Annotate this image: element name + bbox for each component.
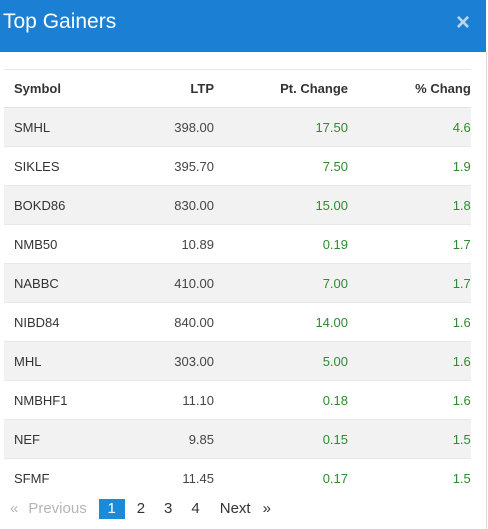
pagination: « Previous 1 2 3 4 Next » [10,498,271,520]
cell-pct-change: 1.78 [358,224,471,264]
cell-ltp: 9.85 [134,419,224,459]
cell-pct-change: 1.65 [358,380,471,420]
cell-pt-change: 5.00 [224,341,358,381]
cell-symbol: NMB50 [4,224,134,264]
cell-pct-change: 1.69 [358,302,471,342]
cell-pct-change: 1.55 [358,419,471,459]
cell-symbol: SMHL [4,107,134,147]
modal-header: Top Gainers × [0,0,486,52]
cell-ltp: 10.89 [134,224,224,264]
gainers-table-container: Symbol LTP Pt. Change % Change SMHL 398.… [4,69,471,494]
cell-symbol: NEF [4,419,134,459]
cell-pct-change: 1.74 [358,263,471,303]
column-header-pct-change: % Change [358,70,471,108]
cell-ltp: 398.00 [134,107,224,147]
table-row: MHL 303.00 5.00 1.68 [4,341,471,381]
table-row: BOKD86 830.00 15.00 1.84 [4,185,471,225]
cell-ltp: 11.10 [134,380,224,420]
gainers-table: Symbol LTP Pt. Change % Change SMHL 398.… [4,70,471,494]
cell-pt-change: 15.00 [224,185,358,225]
cell-symbol: SIKLES [4,146,134,186]
cell-ltp: 395.70 [134,146,224,186]
cell-ltp: 303.00 [134,341,224,381]
column-header-symbol: Symbol [4,70,134,108]
previous-page-button: Previous [28,500,87,517]
column-header-ltp: LTP [134,70,224,108]
cell-symbol: NABBC [4,263,134,303]
table-header-row: Symbol LTP Pt. Change % Change [4,70,471,108]
cell-pt-change: 0.19 [224,224,358,264]
cell-symbol: BOKD86 [4,185,134,225]
cell-ltp: 410.00 [134,263,224,303]
table-row: NIBD84 840.00 14.00 1.69 [4,302,471,342]
column-header-pt-change: Pt. Change [224,70,358,108]
cell-symbol: MHL [4,341,134,381]
first-page-icon: « [10,500,19,517]
page-4-button[interactable]: 4 [191,500,200,517]
table-row: NMBHF1 11.10 0.18 1.65 [4,380,471,420]
cell-pct-change: 4.60 [358,107,471,147]
cell-pt-change: 17.50 [224,107,358,147]
cell-ltp: 830.00 [134,185,224,225]
cell-ltp: 840.00 [134,302,224,342]
cell-symbol: NIBD84 [4,302,134,342]
table-row: SMHL 398.00 17.50 4.60 [4,107,471,147]
page-1-button[interactable]: 1 [98,499,125,519]
last-page-icon[interactable]: » [262,500,271,517]
page-3-button[interactable]: 3 [164,500,173,517]
cell-symbol: SFMF [4,458,134,494]
cell-symbol: NMBHF1 [4,380,134,420]
page-2-button[interactable]: 2 [136,500,146,517]
cell-pct-change: 1.93 [358,146,471,186]
cell-pt-change: 0.17 [224,458,358,494]
cell-ltp: 11.45 [134,458,224,494]
cell-pct-change: 1.68 [358,341,471,381]
cell-pt-change: 14.00 [224,302,358,342]
table-row: NEF 9.85 0.15 1.55 [4,419,471,459]
cell-pct-change: 1.84 [358,185,471,225]
next-page-button[interactable]: Next [219,500,251,517]
table-row: NMB50 10.89 0.19 1.78 [4,224,471,264]
cell-pt-change: 0.15 [224,419,358,459]
close-icon[interactable]: × [455,9,470,36]
table-row: SIKLES 395.70 7.50 1.93 [4,146,471,186]
table-row: NABBC 410.00 7.00 1.74 [4,263,471,303]
modal-border [486,52,487,529]
cell-pt-change: 0.18 [224,380,358,420]
cell-pct-change: 1.51 [358,458,471,494]
table-row: SFMF 11.45 0.17 1.51 [4,458,471,494]
cell-pt-change: 7.50 [224,146,358,186]
cell-pt-change: 7.00 [224,263,358,303]
modal-title: Top Gainers [3,10,117,33]
